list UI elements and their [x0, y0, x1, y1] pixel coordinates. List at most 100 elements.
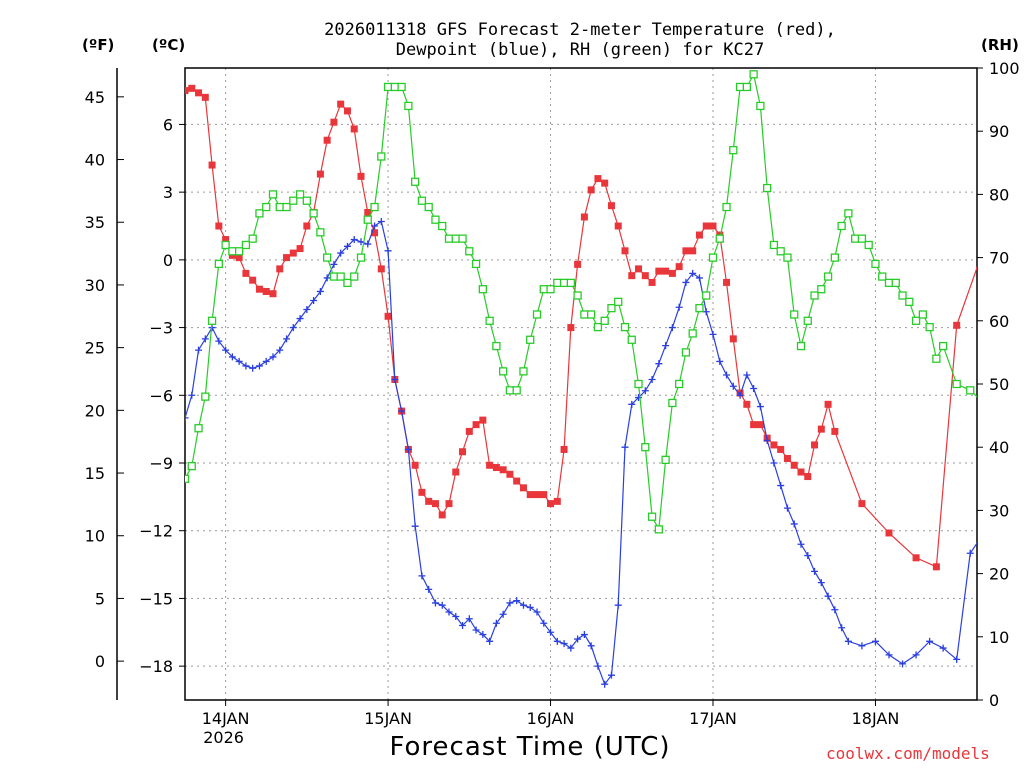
temperature-point	[588, 186, 595, 193]
source-credit: coolwx.com/models	[826, 744, 990, 763]
dewpoint-point	[777, 482, 784, 489]
rh-tick-label: 80	[989, 185, 1009, 204]
dewpoint-point	[703, 308, 710, 315]
rh-point	[425, 204, 432, 211]
celsius-tick-label: −18	[139, 657, 173, 676]
rh-point	[215, 260, 222, 267]
dewpoint-point	[594, 663, 601, 670]
rh-point	[933, 355, 940, 362]
temperature-point	[290, 250, 297, 257]
rh-point	[452, 235, 459, 242]
fahrenheit-tick-label: 45	[85, 88, 105, 107]
fahrenheit-tick-label: 0	[95, 652, 105, 671]
temperature-point	[202, 94, 209, 101]
rh-point	[858, 235, 865, 242]
rh-point	[540, 286, 547, 293]
dewpoint-point	[385, 247, 392, 254]
temperature-point	[188, 85, 195, 92]
temperature-point	[750, 421, 757, 428]
rh-point	[222, 241, 229, 248]
dewpoint-point	[791, 520, 798, 527]
temperature-point	[344, 107, 351, 114]
temperature-point	[459, 448, 466, 455]
temperature-point	[242, 270, 249, 277]
rh-tick-label: 50	[989, 375, 1009, 394]
rh-point	[825, 273, 832, 280]
rh-point	[432, 216, 439, 223]
rh-point	[202, 393, 209, 400]
rh-point	[845, 210, 852, 217]
rh-tick-label: 60	[989, 312, 1009, 331]
rh-point	[831, 254, 838, 261]
dewpoint-point	[588, 642, 595, 649]
dewpoint-point	[432, 599, 439, 606]
rh-point	[270, 191, 277, 198]
temperature-point	[351, 125, 358, 132]
rh-point	[195, 425, 202, 432]
dewpoint-point	[473, 627, 480, 634]
rh-point	[290, 197, 297, 204]
temperature-point	[263, 288, 270, 295]
temperature-point	[798, 469, 805, 476]
rh-point	[358, 254, 365, 261]
temperature-point	[825, 401, 832, 408]
temperature-point	[953, 322, 960, 329]
rh-point	[594, 324, 601, 331]
dewpoint-point	[330, 261, 337, 268]
rh-point	[879, 273, 886, 280]
dewpoint-point	[520, 602, 527, 609]
dewpoint-point	[804, 552, 811, 559]
rh-point	[804, 317, 811, 324]
rh-tick-label: 0	[989, 691, 999, 710]
temperature-point	[777, 446, 784, 453]
temperature-point	[452, 469, 459, 476]
dewpoint-point	[818, 579, 825, 586]
temperature-point	[723, 279, 730, 286]
rh-point	[405, 102, 412, 109]
dewpoint-point	[188, 392, 195, 399]
rh-point	[703, 292, 710, 299]
rh-point	[682, 349, 689, 356]
rh-point	[777, 248, 784, 255]
dewpoint-point	[723, 371, 730, 378]
rh-point	[574, 292, 581, 299]
dewpoint-point	[249, 365, 256, 372]
temperature-point	[703, 223, 710, 230]
rh-point	[371, 204, 378, 211]
celsius-tick-label: 0	[163, 251, 173, 270]
dewpoint-point	[743, 371, 750, 378]
temperature-point	[547, 500, 554, 507]
temperature-point	[655, 268, 662, 275]
temperature-point	[615, 223, 622, 230]
temperature-point	[743, 401, 750, 408]
temperature-point	[473, 421, 480, 428]
dewpoint-series-line	[185, 222, 1024, 685]
celsius-tick-label: −15	[139, 589, 173, 608]
dewpoint-point	[283, 335, 290, 342]
temperature-point	[439, 511, 446, 518]
dewpoint-point	[418, 572, 425, 579]
temperature-point	[818, 426, 825, 433]
dewpoint-point	[838, 624, 845, 631]
dewpoint-point	[858, 642, 865, 649]
temperature-point	[256, 286, 263, 293]
temperature-point	[540, 491, 547, 498]
rh-point	[723, 204, 730, 211]
rh-tick-label: 30	[989, 501, 1009, 520]
dewpoint-point	[669, 324, 676, 331]
plot-frame	[185, 68, 977, 700]
rh-point	[642, 444, 649, 451]
dewpoint-point	[506, 599, 513, 606]
dewpoint-point	[195, 347, 202, 354]
rh-point	[310, 210, 317, 217]
rh-point	[662, 456, 669, 463]
temperature-point	[317, 171, 324, 178]
rh-point	[236, 248, 243, 255]
temperature-point	[669, 270, 676, 277]
temperature-point	[791, 462, 798, 469]
rh-point	[567, 279, 574, 286]
rh-point	[473, 260, 480, 267]
temperature-point	[662, 268, 669, 275]
rh-point	[256, 210, 263, 217]
rh-tick-label: 40	[989, 438, 1009, 457]
